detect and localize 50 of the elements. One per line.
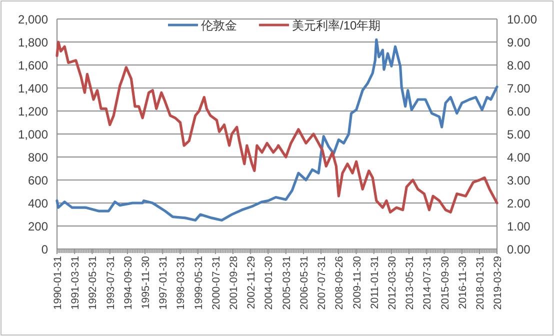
y-tick-label: 800 xyxy=(28,150,48,164)
x-tick-label: 1993-07-31 xyxy=(104,256,117,310)
x-tick-label: 2004-01-30 xyxy=(263,256,276,310)
x-tick-label: 2013-05-31 xyxy=(404,256,416,310)
x-tick-label: 2016-11-30 xyxy=(456,256,469,309)
y2-tick-label: 1.00 xyxy=(507,220,531,234)
x-tick-label: 2006-05-31 xyxy=(298,256,310,310)
y2-tick-label: 10.00 xyxy=(507,12,538,26)
y2-tick-label: 8.00 xyxy=(507,58,531,72)
y-tick-label: 1,200 xyxy=(18,104,48,118)
x-tick-label: 1992-05-31 xyxy=(87,256,100,310)
legend-label: 美元利率/10年期 xyxy=(292,18,381,32)
y-tick-label: 1,800 xyxy=(18,36,48,50)
y-tick-label: 0 xyxy=(41,242,48,256)
y-tick-label: 1,000 xyxy=(18,128,48,142)
y-tick-label: 400 xyxy=(28,196,48,210)
x-tick-label: 2009-11-30 xyxy=(351,256,364,309)
legend-label: 伦敦金 xyxy=(201,18,237,32)
x-tick-label: 2007-07-31 xyxy=(316,256,328,310)
x-tick-label: 2001-09-28 xyxy=(228,256,240,310)
x-tick-label: 1998-03-31 xyxy=(175,256,188,310)
x-tick-label: 2002-11-29 xyxy=(246,256,258,309)
x-tick-label: 2000-07-31 xyxy=(210,256,222,310)
y2-tick-label: 2.00 xyxy=(507,196,531,210)
y2-tick-label: 0.00 xyxy=(507,242,531,256)
x-tick-label: 2012-03-30 xyxy=(386,256,398,310)
x-tick-label: 2008-09-26 xyxy=(333,256,346,310)
y2-tick-label: 3.00 xyxy=(507,174,531,188)
x-tick-label: 2014-07-31 xyxy=(422,256,434,310)
y2-tick-label: 7.00 xyxy=(507,82,531,96)
x-tick-label: 2015-09-30 xyxy=(439,256,452,310)
x-tick-label: 2019-03-29 xyxy=(492,256,504,310)
x-tick-label: 1999-05-31 xyxy=(192,256,205,310)
y2-tick-label: 9.00 xyxy=(507,36,531,50)
x-tick-label: 1997-01-31 xyxy=(158,256,170,310)
y-tick-label: 1,400 xyxy=(18,82,48,96)
x-tick-label: 1994-09-30 xyxy=(122,256,134,310)
x-tick-label: 2011-01-31 xyxy=(368,256,381,309)
y-tick-label: 600 xyxy=(28,174,48,188)
y-tick-label: 1,600 xyxy=(18,58,48,72)
y2-tick-label: 6.00 xyxy=(507,104,531,118)
y-tick-label: 200 xyxy=(28,220,48,234)
x-tick-label: 1995-11-30 xyxy=(140,256,152,309)
y2-tick-label: 4.00 xyxy=(507,150,531,164)
x-tick-label: 2005-03-31 xyxy=(280,256,293,310)
x-tick-label: 2018-01-31 xyxy=(474,256,486,310)
x-tick-label: 1990-01-31 xyxy=(52,256,64,310)
y2-tick-label: 5.00 xyxy=(507,128,531,142)
y-tick-label: 2,000 xyxy=(18,12,48,26)
x-tick-label: 1991-03-31 xyxy=(70,256,82,310)
